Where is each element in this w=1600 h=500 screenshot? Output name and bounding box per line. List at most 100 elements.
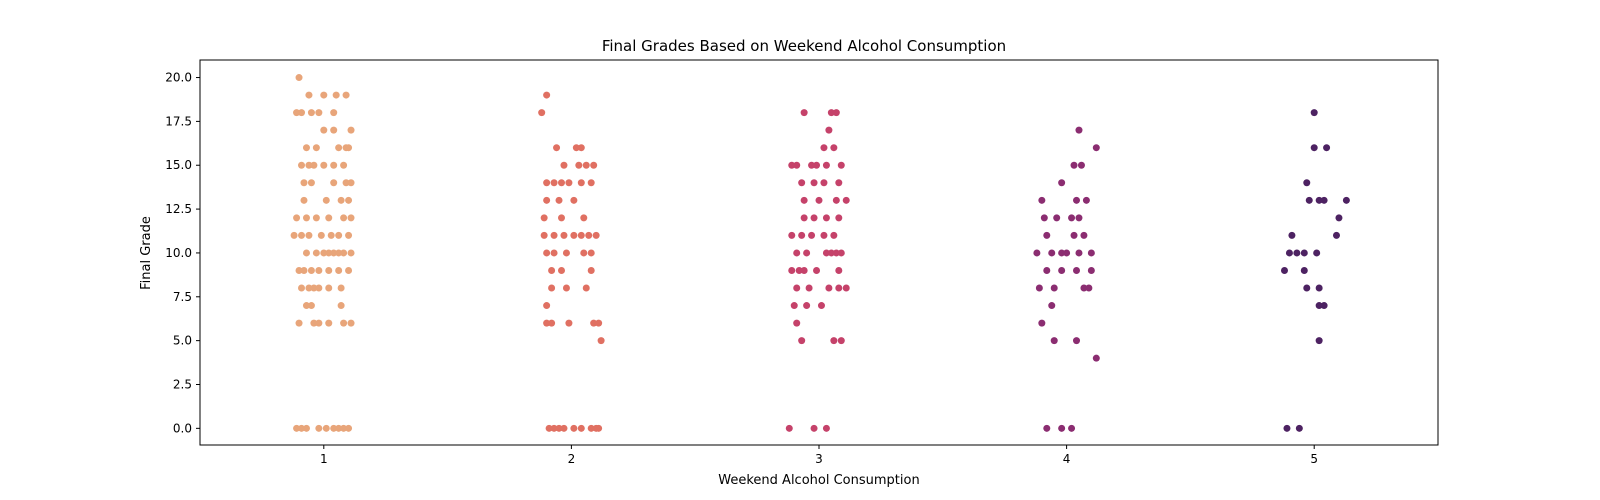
data-point [302,249,310,257]
data-point [570,196,578,204]
data-point [312,214,320,222]
data-point [307,266,315,274]
data-point [1080,284,1088,292]
data-point [595,424,603,432]
data-point [347,214,355,222]
data-point [315,319,323,327]
data-point [1080,231,1088,239]
data-point [330,126,338,134]
data-point [540,214,548,222]
data-point [340,319,348,327]
data-point [1082,196,1090,204]
data-point [562,249,570,257]
data-point [810,424,818,432]
chart-title: Final Grades Based on Weekend Alcohol Co… [602,37,1006,55]
series-3 [785,109,850,432]
data-point [1300,249,1308,257]
data-point [320,126,328,134]
data-point [345,424,353,432]
y-tick-label: 0.0 [173,421,192,435]
data-point [298,231,306,239]
data-point [335,231,343,239]
data-point [1050,337,1058,345]
data-point [1068,214,1076,222]
data-point [798,231,806,239]
data-point [1087,266,1095,274]
data-point [345,196,353,204]
data-point [293,424,301,432]
x-tick-label: 4 [1063,452,1071,466]
data-point [557,214,565,222]
data-point [590,161,598,169]
data-point [300,196,308,204]
data-point [298,109,306,117]
data-point [1315,302,1323,310]
data-point [557,179,565,187]
data-point [543,302,551,310]
data-point [837,337,845,345]
data-point [305,91,313,99]
data-point [347,126,355,134]
data-point [543,179,551,187]
data-point [557,266,565,274]
data-point [302,424,310,432]
data-point [813,266,821,274]
data-point [1075,126,1083,134]
data-point [1293,249,1301,257]
series-4 [1033,126,1100,432]
y-axis-label: Final Grade [139,216,154,290]
data-point [1038,319,1046,327]
data-point [550,231,558,239]
data-point [330,179,338,187]
data-point [1048,302,1056,310]
data-point [1323,144,1331,152]
data-point [307,302,315,310]
data-point [837,249,845,257]
data-point [345,231,353,239]
data-point [595,319,603,327]
data-point [1315,196,1323,204]
data-point [342,179,350,187]
y-tick-label: 15.0 [165,158,192,172]
data-point [550,424,558,432]
data-point [798,179,806,187]
data-point [335,266,343,274]
data-point [577,144,585,152]
data-point [805,284,813,292]
data-point [320,249,328,257]
data-point [793,161,801,169]
data-point [835,179,843,187]
data-point [305,161,313,169]
data-point [1320,196,1328,204]
data-point [1092,144,1100,152]
data-point [842,284,850,292]
data-point [820,144,828,152]
data-point [832,249,840,257]
data-point [340,214,348,222]
x-axis-label: Weekend Alcohol Consumption [718,473,919,488]
data-point [1075,249,1083,257]
data-point [837,161,845,169]
data-point [572,144,580,152]
data-point [337,284,345,292]
data-point [340,424,348,432]
data-point [800,214,808,222]
data-point [582,161,590,169]
data-point [1058,249,1066,257]
data-point [330,249,338,257]
data-point [813,161,821,169]
data-point [1043,424,1051,432]
data-point [822,214,830,222]
data-point [580,214,588,222]
data-point [793,284,801,292]
data-point [543,196,551,204]
data-point [295,319,303,327]
data-point [302,144,310,152]
data-point [1320,302,1328,310]
data-point [587,179,595,187]
data-point [1063,249,1071,257]
data-point [1073,337,1081,345]
data-point [330,424,338,432]
y-tick-label: 17.5 [165,114,192,128]
data-point [1048,249,1056,257]
